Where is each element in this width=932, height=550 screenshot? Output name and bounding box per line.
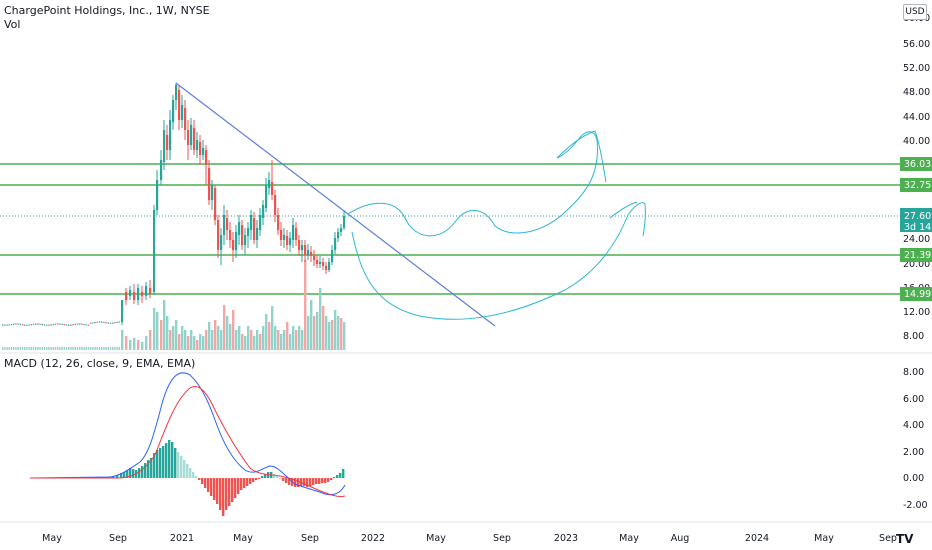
trend-line[interactable] [175,82,496,327]
time-tick-label: 2024 [745,533,769,544]
macd-tick-label: 4.00 [903,420,924,431]
time-tick-label: Sep [493,533,511,544]
time-tick-label: May [814,533,834,544]
price-tags: 36.03 32.75 21.39 14.99 [900,157,932,301]
time-tick-label: May [619,533,639,544]
time-tick-label: May [233,533,253,544]
time-tick-label: 2021 [170,533,194,544]
price-tag-value: 21.39 [904,250,931,261]
sketch-drawings[interactable] [347,130,646,320]
price-tick-label: 24.00 [903,234,930,245]
time-tick-label: May [426,533,446,544]
time-tick-label: 2023 [554,533,578,544]
price-tick-label: 48.00 [903,87,930,98]
price-tag: 32.75 [900,178,932,192]
macd-axis[interactable]: 8.00 6.00 4.00 2.00 0.00 -2.00 [903,367,928,511]
macd-tick-label: 6.00 [903,394,924,405]
time-tick-label: Sep [879,533,897,544]
price-candles[interactable] [2,83,346,326]
time-tick-label: 2022 [361,533,385,544]
time-axis[interactable]: May Sep 2021 May Sep 2022 May Sep 2023 May Aug 2024… [42,533,897,544]
price-tick-label: 40.00 [903,136,930,147]
macd-tick-label: 2.00 [903,447,924,458]
time-tick-label: Sep [109,533,127,544]
price-tick-label: 56.00 [903,39,930,50]
tradingview-logo-icon: TV [896,532,914,546]
last-price-value: 27.60 [904,211,931,222]
volume-bars [2,260,346,350]
currency-button[interactable]: USD [903,4,927,20]
macd-label[interactable]: MACD (12, 26, close, 9, EMA, EMA) [4,357,196,370]
time-tick-label: Sep [301,533,319,544]
price-tick-label: 44.00 [903,112,930,123]
price-tag: 36.03 [900,157,932,171]
macd-tick-label: 8.00 [903,367,924,378]
symbol-title[interactable]: ChargePoint Holdings, Inc., 1W, NYSE [4,4,210,17]
price-tag: 21.39 [900,248,932,262]
time-tick-label: May [42,533,62,544]
price-tick-label: 52.00 [903,63,930,74]
price-tick-label: 12.00 [903,307,930,318]
time-tick-label: Aug [671,533,690,544]
price-tick-label: 20.00 [903,259,930,270]
macd-histogram [100,440,345,516]
price-tag-value: 36.03 [904,159,931,170]
macd-tick-label: -2.00 [903,500,928,511]
price-tag: 14.99 [900,287,932,301]
price-tag-value: 32.75 [904,180,931,191]
last-price-countdown: 3d 14h [904,222,932,233]
price-tick-label: 8.00 [903,331,924,342]
macd-tick-label: 0.00 [903,473,924,484]
horizontal-lines[interactable] [0,163,900,295]
signal-line [30,386,346,497]
macd-line [29,372,346,496]
last-price-tag: 27.60 3d 14h [900,208,932,233]
price-tag-value: 14.99 [904,289,931,300]
volume-label: Vol [4,18,21,31]
